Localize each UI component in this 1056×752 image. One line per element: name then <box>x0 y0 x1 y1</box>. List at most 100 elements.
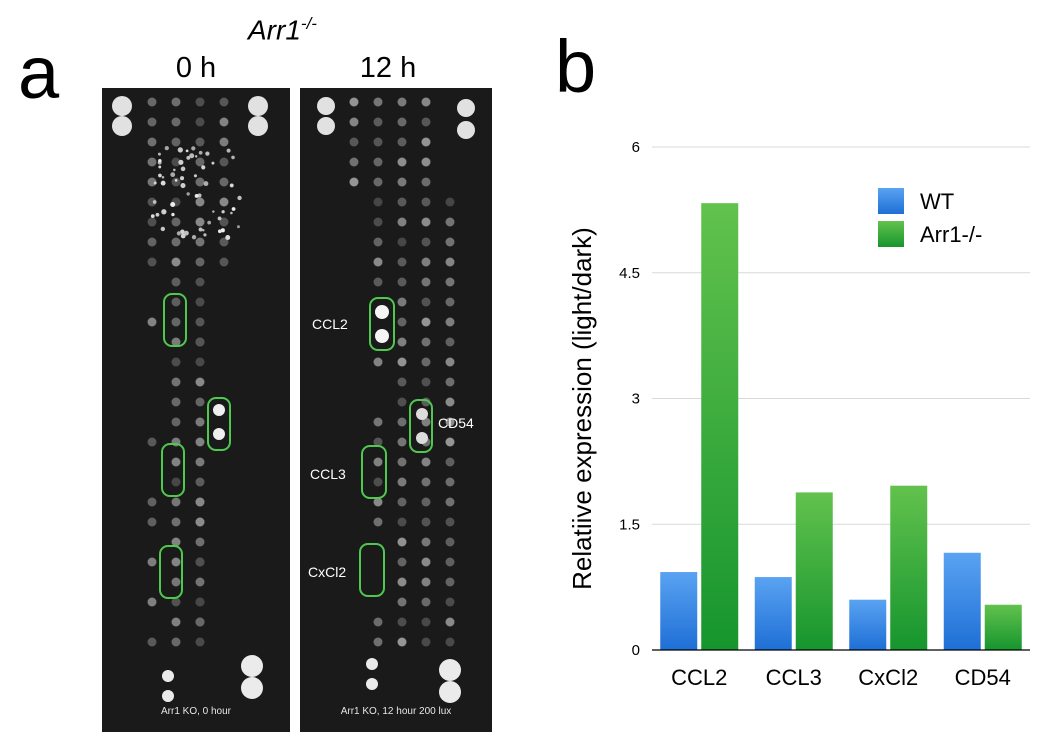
blot-dot <box>171 297 181 307</box>
blot-dot <box>445 357 455 367</box>
highlight-cxcl2-0h <box>159 545 183 599</box>
blot-dot <box>195 137 205 147</box>
blot-dot <box>147 97 157 107</box>
time-label-0h: 0 h <box>175 52 217 84</box>
blot-dot <box>349 177 359 187</box>
speckle <box>155 212 160 217</box>
speckle <box>174 179 178 182</box>
speckle <box>217 216 222 221</box>
blot-dot <box>373 197 383 207</box>
blot-dot <box>147 497 157 507</box>
y-tick-label: 0 <box>632 642 640 659</box>
blot-dot <box>421 617 431 627</box>
blot-dot <box>171 277 181 287</box>
blot-dot <box>397 217 407 227</box>
gene-label-cxcl2: CxCl2 <box>308 564 347 580</box>
blot-dot <box>219 257 229 267</box>
blot-dot <box>397 457 407 467</box>
blot-dot <box>421 377 431 387</box>
blot-dot <box>445 517 455 527</box>
blot-dot <box>397 417 407 427</box>
blot-dot <box>195 297 205 307</box>
y-tick-label: 3 <box>632 391 640 408</box>
speckle <box>171 212 175 217</box>
blot-dot <box>171 97 181 107</box>
reference-spot <box>248 116 268 136</box>
blot-dot <box>421 497 431 507</box>
blot-dot <box>219 117 229 127</box>
blot-dot <box>147 517 157 527</box>
blot-dot <box>195 277 205 287</box>
blot-dot <box>445 237 455 247</box>
reference-spot <box>439 659 461 681</box>
speckle <box>221 210 225 214</box>
blot-dot <box>195 557 205 567</box>
spot-ccl2 <box>375 305 389 319</box>
blot-caption-0h: Arr1 KO, 0 hour <box>160 706 232 717</box>
highlight-ccl2-0h <box>163 293 187 347</box>
blot-dot <box>373 477 383 487</box>
reference-spot <box>439 681 461 703</box>
blot-dot <box>397 277 407 287</box>
legend-swatch-wt <box>878 188 904 214</box>
blot-dot <box>421 277 431 287</box>
blot-dot <box>397 637 407 647</box>
blot-dot <box>147 157 157 167</box>
blot-dot <box>147 437 157 447</box>
panel-a-letter: a <box>18 31 60 114</box>
reference-spot <box>457 121 475 139</box>
blot-dot <box>397 197 407 207</box>
blot-dot <box>421 157 431 167</box>
blot-dot <box>147 557 157 567</box>
blot-dot <box>195 317 205 327</box>
blot-dot <box>445 397 455 407</box>
highlight-ccl3-12h <box>361 445 387 499</box>
blot-dot <box>195 257 205 267</box>
blot-dots-12h <box>317 97 475 703</box>
bar-arr1-ccl2 <box>701 203 739 650</box>
speckle <box>229 183 234 188</box>
blot-dot <box>219 217 229 227</box>
blot-dot <box>195 237 205 247</box>
speckle <box>160 226 166 232</box>
blot-dot <box>421 257 431 267</box>
speckle <box>186 192 190 196</box>
blot-dot <box>195 377 205 387</box>
bar-chart: 0 1.5 3 4.5 6 CCL2 CCL3 CxCl2 CD54 Relatiive ex… <box>567 139 1030 690</box>
bar-arr1-ccl3 <box>795 492 833 650</box>
speckle <box>237 225 240 229</box>
blot-dot <box>421 637 431 647</box>
blot-dot <box>445 577 455 587</box>
blot-dot <box>421 237 431 247</box>
blot-dot <box>421 417 431 427</box>
blot-dot <box>147 317 157 327</box>
blot-dot <box>147 237 157 247</box>
blot-caption-12h: Arr1 KO, 12 hour 200 lux <box>340 706 452 717</box>
blot-dot <box>195 517 205 527</box>
speckle <box>198 150 203 155</box>
blot-dot <box>445 457 455 467</box>
highlight-cd54-12h <box>409 399 433 453</box>
blot-dot <box>195 157 205 167</box>
speckle <box>225 235 231 241</box>
gene-label-ccl3: CCL3 <box>310 466 346 482</box>
blot-image-12h: CCL2 CCL3 CxCl2 CD54 Arr1 KO, 12 hour 20… <box>300 88 492 732</box>
blot-dot <box>421 457 431 467</box>
blot-dot <box>171 597 181 607</box>
blot-dot <box>147 217 157 227</box>
y-tick-label: 4.5 <box>619 265 640 282</box>
speckle <box>203 233 207 237</box>
speckle <box>211 161 215 165</box>
blot-dot <box>445 417 455 427</box>
blot-dot <box>373 497 383 507</box>
category-label: CCL3 <box>766 665 822 690</box>
speckle <box>179 176 185 181</box>
category-label: CxCl2 <box>858 665 918 690</box>
blot-dot <box>397 437 407 447</box>
blot-dot <box>421 337 431 347</box>
blot-dot <box>445 197 455 207</box>
category-label: CD54 <box>955 665 1011 690</box>
speckle <box>158 165 162 169</box>
blot-dot <box>445 297 455 307</box>
blot-dot <box>397 377 407 387</box>
